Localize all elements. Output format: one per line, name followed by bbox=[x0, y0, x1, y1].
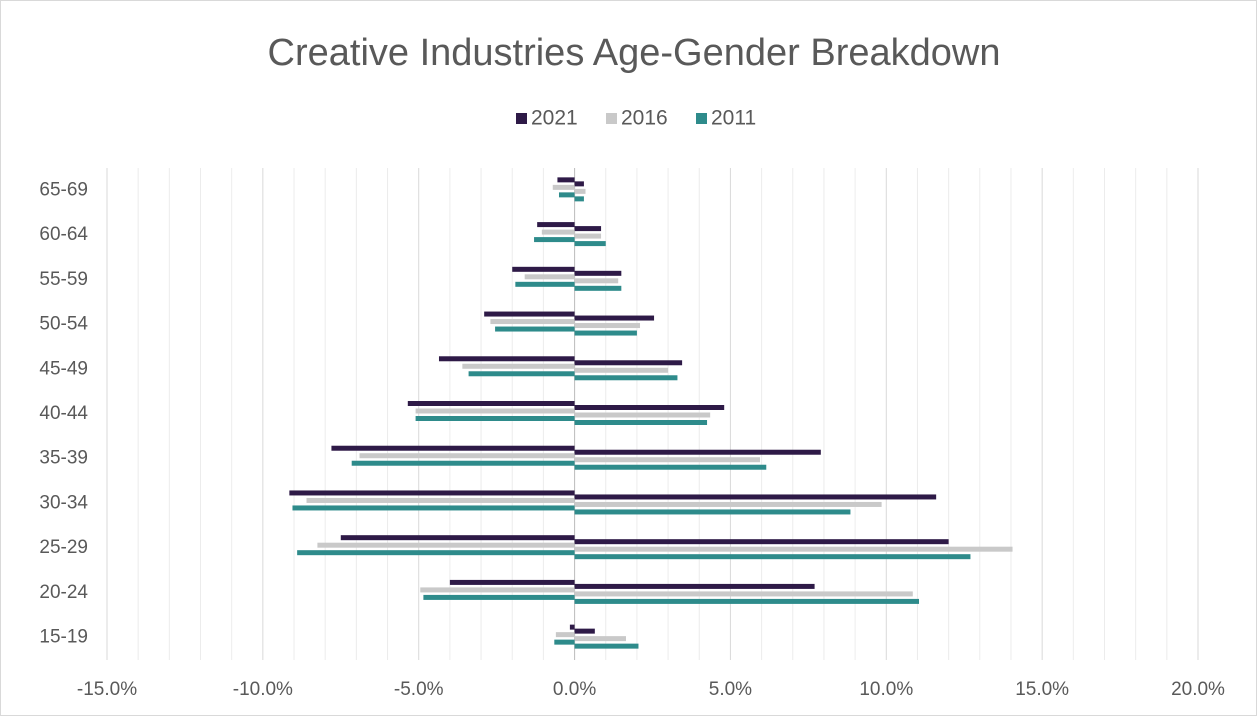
bar bbox=[484, 311, 575, 317]
bar bbox=[495, 326, 575, 332]
x-tick-label: 10.0% bbox=[859, 679, 913, 700]
bar bbox=[569, 624, 575, 630]
y-tick-label: 60-64 bbox=[39, 224, 88, 245]
bar bbox=[574, 464, 767, 470]
bar bbox=[317, 542, 575, 548]
y-tick-label: 30-34 bbox=[39, 492, 88, 513]
bar bbox=[359, 453, 575, 459]
bar bbox=[574, 643, 639, 649]
bar bbox=[351, 460, 575, 466]
bar bbox=[512, 266, 575, 272]
legend-swatch bbox=[696, 113, 707, 124]
bar bbox=[574, 591, 913, 597]
legend-label: 2016 bbox=[621, 107, 668, 130]
bar bbox=[574, 636, 627, 642]
bar bbox=[552, 184, 575, 190]
bar bbox=[420, 587, 575, 593]
y-tick-label: 50-54 bbox=[39, 314, 88, 335]
bar bbox=[415, 408, 575, 414]
bar bbox=[574, 278, 619, 284]
bar bbox=[574, 598, 920, 604]
x-tick-label: 0.0% bbox=[553, 679, 596, 700]
bar bbox=[541, 229, 575, 235]
y-tick-label: 45-49 bbox=[39, 358, 88, 379]
legend-label: 2021 bbox=[531, 107, 578, 130]
bar bbox=[534, 237, 575, 243]
bar bbox=[554, 639, 575, 645]
y-tick-label: 15-19 bbox=[39, 627, 88, 648]
x-tick-label: -10.0% bbox=[233, 679, 293, 700]
bar bbox=[574, 420, 708, 425]
bar bbox=[574, 315, 655, 321]
bar bbox=[574, 226, 602, 232]
bar bbox=[524, 274, 575, 280]
y-tick-label: 25-29 bbox=[39, 537, 88, 558]
bar bbox=[297, 550, 575, 556]
bar bbox=[574, 233, 602, 239]
chart-title: Creative Industries Age-Gender Breakdown bbox=[268, 32, 1001, 74]
bar bbox=[462, 363, 575, 369]
bar bbox=[574, 546, 1013, 552]
y-tick-label: 35-39 bbox=[39, 448, 88, 469]
legend-swatch bbox=[516, 113, 527, 124]
bar bbox=[574, 375, 678, 381]
bar bbox=[468, 371, 575, 377]
x-tick-label: 20.0% bbox=[1171, 679, 1225, 700]
bar bbox=[423, 594, 575, 600]
bar bbox=[292, 505, 575, 511]
bar bbox=[449, 579, 575, 585]
bar bbox=[574, 554, 971, 560]
bar bbox=[407, 401, 575, 406]
bar bbox=[574, 509, 851, 515]
bar bbox=[574, 360, 683, 366]
bar bbox=[306, 497, 575, 503]
bar bbox=[574, 628, 595, 634]
legend-label: 2011 bbox=[711, 107, 756, 130]
bar bbox=[557, 177, 575, 183]
bar bbox=[574, 330, 637, 336]
bar bbox=[574, 181, 584, 187]
y-tick-label: 65-69 bbox=[39, 179, 88, 200]
bar bbox=[574, 457, 761, 463]
bar bbox=[438, 356, 575, 362]
bar bbox=[537, 222, 575, 228]
bar bbox=[555, 632, 575, 638]
bar bbox=[574, 412, 711, 418]
x-tick-label: 5.0% bbox=[709, 679, 752, 700]
bar bbox=[415, 416, 575, 421]
legend-swatch bbox=[606, 113, 617, 124]
bar bbox=[574, 501, 882, 507]
bar bbox=[574, 583, 815, 589]
x-tick-label: -5.0% bbox=[394, 679, 444, 700]
y-tick-label: 55-59 bbox=[39, 269, 88, 290]
bar bbox=[289, 490, 575, 496]
bar bbox=[574, 188, 586, 194]
y-tick-label: 40-44 bbox=[39, 403, 88, 424]
bar bbox=[331, 445, 575, 451]
x-tick-label: -15.0% bbox=[77, 679, 137, 700]
bar bbox=[574, 449, 821, 455]
bar bbox=[574, 539, 949, 545]
bar bbox=[340, 535, 575, 541]
bar bbox=[558, 192, 575, 198]
bar bbox=[574, 196, 584, 202]
bar bbox=[574, 241, 606, 247]
bar bbox=[515, 281, 575, 287]
bar bbox=[574, 494, 937, 500]
bar bbox=[574, 405, 725, 410]
bar bbox=[574, 285, 622, 291]
bar bbox=[490, 319, 575, 325]
bar bbox=[574, 270, 622, 276]
x-tick-label: 15.0% bbox=[1015, 679, 1069, 700]
bar bbox=[574, 367, 669, 373]
bar bbox=[574, 323, 641, 329]
y-tick-label: 20-24 bbox=[39, 582, 88, 603]
